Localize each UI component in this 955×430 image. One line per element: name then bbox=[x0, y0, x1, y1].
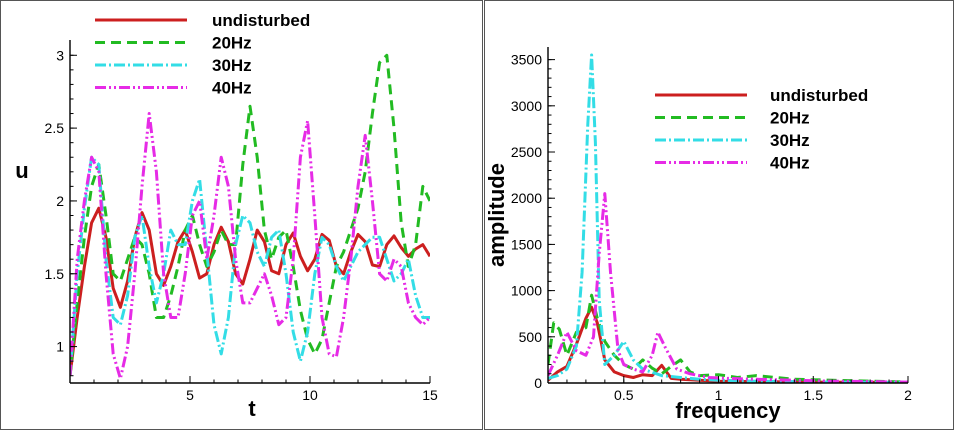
right-y-tick-label: 1500 bbox=[511, 236, 542, 252]
left-y-tick-label: 1 bbox=[56, 339, 64, 355]
left-series-line-undisturbed bbox=[70, 206, 430, 376]
right-y-tick-label: 1000 bbox=[511, 283, 542, 299]
left-x-axis-title: t bbox=[248, 396, 256, 421]
left-legend-label-undisturbed: undisturbed bbox=[212, 11, 310, 30]
right-x-tick-label: 1.5 bbox=[804, 387, 824, 403]
right-y-axis-title: amplitude bbox=[484, 163, 509, 267]
right-x-tick-label: 2 bbox=[904, 387, 912, 403]
right-y-tick-label: 0 bbox=[534, 375, 542, 391]
right-x-tick-label: 1 bbox=[715, 387, 723, 403]
right-x-axis-title: frequency bbox=[675, 398, 781, 423]
left-y-tick-label: 3 bbox=[56, 47, 64, 63]
left-x-tick-label: 15 bbox=[422, 387, 438, 403]
right-legend-label-40hz: 40Hz bbox=[770, 154, 810, 173]
left-legend-label-40hz: 40Hz bbox=[212, 79, 252, 98]
left-series-line-40hz bbox=[70, 112, 430, 381]
right-y-tick-label: 3000 bbox=[511, 98, 542, 114]
right-y-tick-label: 2500 bbox=[511, 144, 542, 160]
left-y-axis-title: u bbox=[15, 158, 28, 183]
right-series-line-30hz bbox=[548, 53, 908, 383]
left-y-tick-label: 2 bbox=[56, 193, 64, 209]
right-y-tick-label: 500 bbox=[519, 329, 543, 345]
left-y-tick-label: 2.5 bbox=[45, 120, 65, 136]
left-legend-label-30hz: 30Hz bbox=[212, 56, 252, 75]
right-legend-label-undisturbed: undisturbed bbox=[770, 86, 868, 105]
left-x-tick-label: 5 bbox=[186, 387, 194, 403]
right-legend-label-20hz: 20Hz bbox=[770, 109, 810, 128]
right-y-tick-label: 2000 bbox=[511, 190, 542, 206]
right-x-tick-label: 0.5 bbox=[614, 387, 634, 403]
right-series-line-40hz bbox=[548, 192, 908, 383]
right-y-tick-label: 3500 bbox=[511, 52, 542, 68]
left-legend-label-20hz: 20Hz bbox=[212, 34, 252, 53]
left-series-line-30hz bbox=[70, 155, 430, 376]
time-series-chart: 5 10 15 1 1.5 2 2.5 3 t u undisturbed 20Hz 30Hz 40Hz bbox=[15, 11, 438, 421]
left-x-tick-label: 10 bbox=[302, 387, 318, 403]
spectrum-chart: 0.5 1 1.5 2 0 500 1000 1500 2000 2500 3000 3500 freq… bbox=[484, 47, 912, 423]
right-legend-label-30hz: 30Hz bbox=[770, 131, 810, 150]
left-y-tick-label: 1.5 bbox=[45, 266, 65, 282]
left-series-line-20hz bbox=[70, 53, 430, 376]
